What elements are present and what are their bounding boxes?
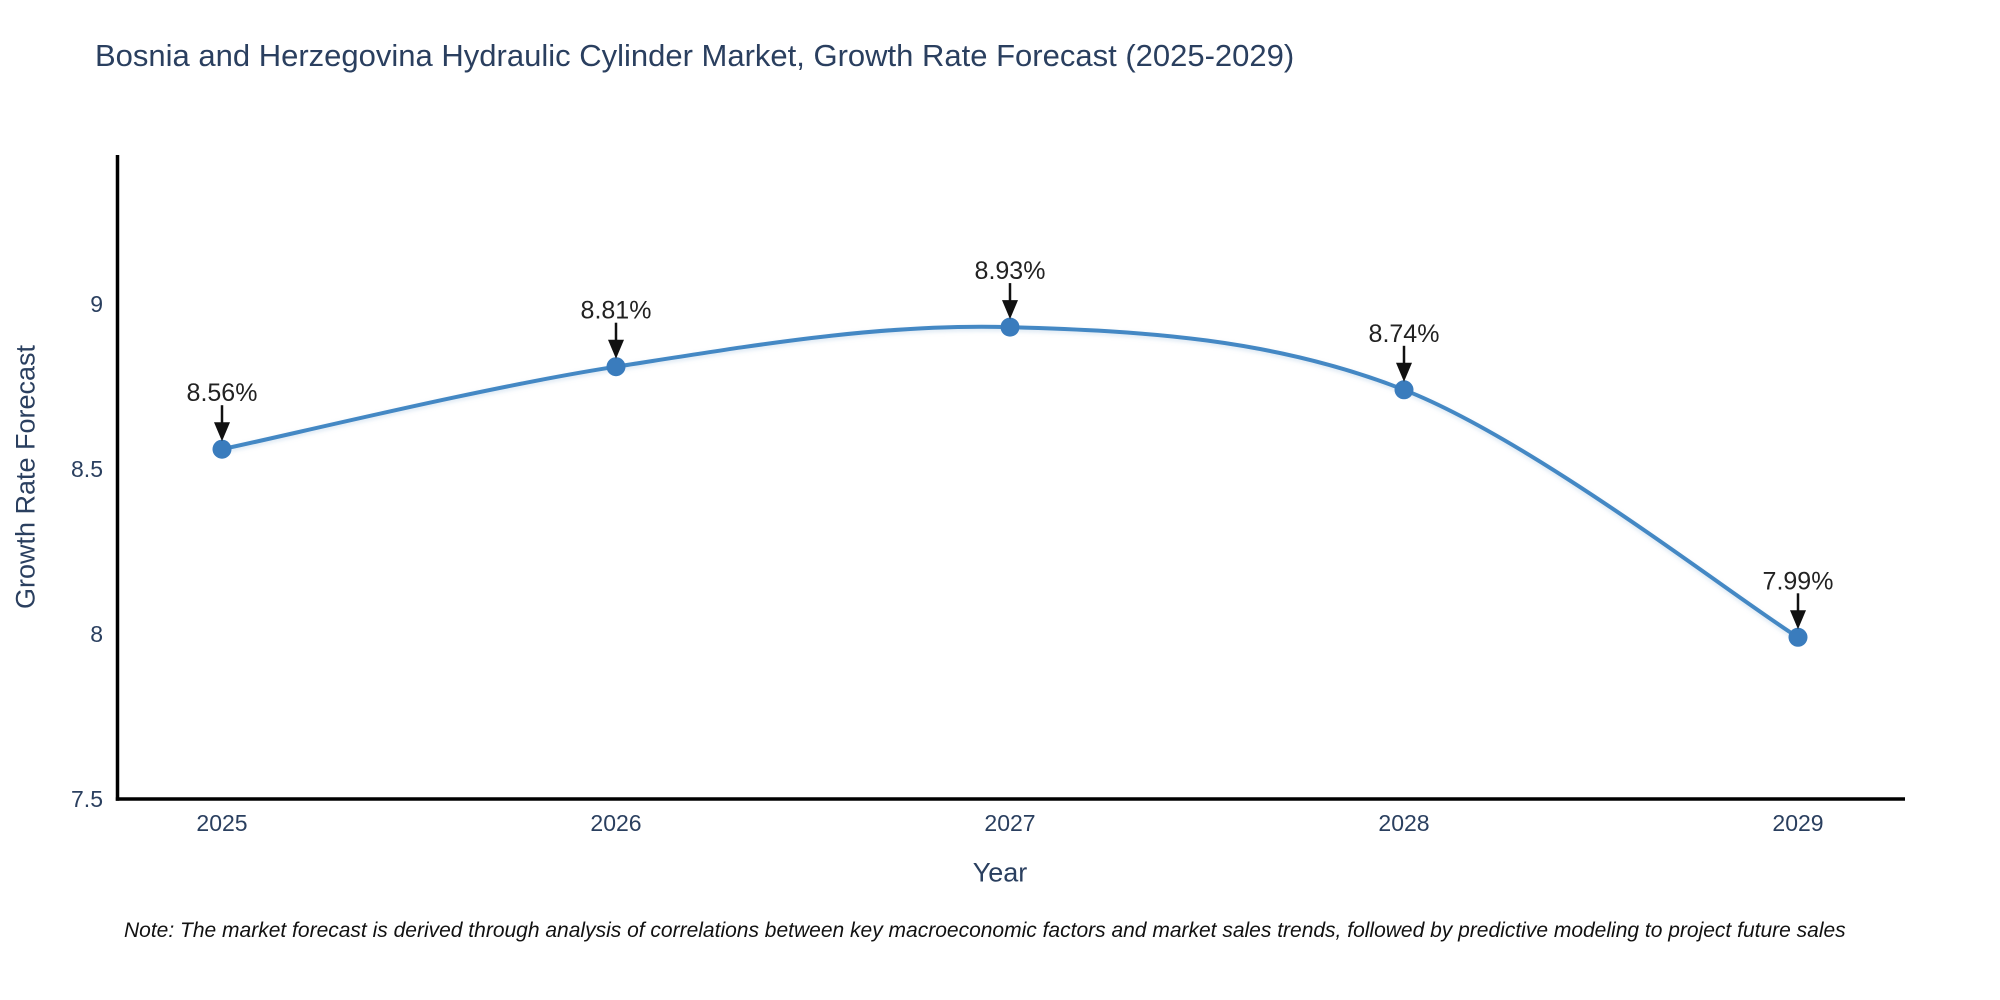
data-point-label: 7.99% (1763, 567, 1834, 595)
x-tick-label: 2028 (1378, 810, 1429, 836)
y-tick-label: 7.5 (71, 786, 103, 812)
x-tick-label: 2026 (590, 810, 641, 836)
x-axis-ticks: 2025 2026 2027 2028 2029 (196, 810, 1823, 836)
data-point-label: 8.93% (975, 257, 1046, 285)
annotation-arrowhead (1002, 300, 1018, 320)
y-tick-label: 8 (90, 621, 103, 647)
x-tick-label: 2025 (196, 810, 247, 836)
data-point-marker (212, 439, 232, 459)
footnote: Note: The market forecast is derived thr… (124, 919, 1846, 942)
annotation-arrowhead (608, 339, 624, 359)
y-tick-label: 9 (90, 291, 103, 317)
data-point-marker (1394, 380, 1414, 400)
y-tick-label: 8.5 (71, 456, 103, 482)
data-point-marker (1000, 317, 1020, 337)
data-point-label: 8.56% (187, 379, 258, 407)
x-tick-label: 2027 (984, 810, 1035, 836)
data-point-label: 8.81% (581, 297, 652, 325)
x-axis-title: Year (972, 857, 1028, 888)
y-axis-ticks: 7.5 8 8.5 9 (71, 291, 103, 812)
annotation-arrowhead (1396, 362, 1412, 382)
x-tick-label: 2029 (1772, 810, 1823, 836)
chart-title: Bosnia and Herzegovina Hydraulic Cylinde… (95, 38, 1295, 73)
annotations: 8.56% 8.81% 8.93% 8.74% 7.99% (187, 257, 1834, 630)
data-point-marker (606, 357, 626, 377)
y-axis-title: Growth Rate Forecast (10, 344, 41, 610)
data-series (212, 317, 1808, 647)
series-line (220, 324, 1800, 640)
annotation-arrowhead (1790, 610, 1806, 630)
annotation-arrowhead (214, 422, 230, 442)
data-point-marker (1788, 627, 1808, 647)
data-point-label: 8.74% (1369, 320, 1440, 348)
